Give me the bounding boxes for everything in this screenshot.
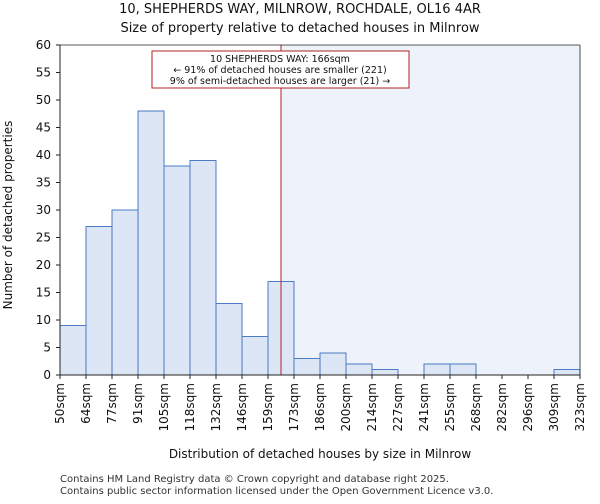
x-tick-label: 200sqm — [339, 383, 353, 431]
y-tick-label: 55 — [36, 66, 51, 80]
histogram-bar — [449, 363, 477, 376]
larger-region-shade — [281, 45, 580, 375]
x-tick-label: 241sqm — [417, 383, 431, 431]
annotation-line-3: 9% of semi-detached houses are larger (2… — [170, 76, 390, 87]
x-tick-label: 296sqm — [521, 383, 535, 431]
y-tick-label: 50 — [36, 93, 51, 107]
x-tick-label: 309sqm — [547, 383, 561, 431]
chart-title: 10, SHEPHERDS WAY, MILNROW, ROCHDALE, OL… — [119, 2, 481, 17]
histogram-bar — [241, 336, 269, 376]
y-tick-label: 45 — [36, 121, 51, 135]
x-tick-label: 323sqm — [573, 383, 587, 431]
histogram-bar — [293, 358, 321, 376]
histogram-bar — [59, 325, 87, 376]
x-tick-label: 282sqm — [495, 383, 509, 431]
y-tick-label: 40 — [36, 148, 51, 162]
y-axis-label: Number of detached properties — [1, 121, 15, 310]
histogram-bar — [85, 226, 113, 376]
chart-subtitle: Size of property relative to detached ho… — [120, 21, 479, 36]
y-tick-label: 25 — [36, 231, 51, 245]
x-tick-label: 64sqm — [79, 383, 93, 424]
x-tick-label: 118sqm — [183, 383, 197, 431]
x-tick-label: 77sqm — [105, 383, 119, 424]
x-tick-label: 132sqm — [209, 383, 223, 431]
y-tick-label: 30 — [36, 203, 51, 217]
x-tick-label: 214sqm — [365, 383, 379, 431]
y-tick-label: 15 — [36, 286, 51, 300]
histogram-bar — [319, 352, 347, 376]
y-tick-label: 5 — [43, 341, 51, 355]
x-tick-label: 173sqm — [287, 383, 301, 431]
y-tick-label: 0 — [43, 368, 51, 382]
y-tick-label: 20 — [36, 258, 51, 272]
y-tick-label: 35 — [36, 176, 51, 190]
x-tick-label: 227sqm — [391, 383, 405, 431]
histogram-bar — [163, 165, 191, 376]
histogram-bar — [371, 369, 399, 376]
histogram-bar — [137, 110, 165, 376]
annotation-box — [151, 50, 410, 89]
x-tick-label: 146sqm — [235, 383, 249, 431]
x-tick-label: 91sqm — [131, 383, 145, 424]
histogram-bar — [111, 209, 139, 376]
histogram-bar — [189, 160, 217, 376]
x-tick-label: 186sqm — [313, 383, 327, 431]
footer-line-2: Contains public sector information licen… — [60, 486, 493, 497]
y-tick-label: 10 — [36, 313, 51, 327]
footer-line-1: Contains HM Land Registry data © Crown c… — [60, 474, 449, 485]
x-tick-label: 159sqm — [261, 383, 275, 431]
x-tick-label: 268sqm — [469, 383, 483, 431]
histogram-bar — [553, 369, 581, 376]
annotation-line-1: 10 SHEPHERDS WAY: 166sqm — [210, 54, 350, 65]
histogram-bar — [423, 363, 451, 376]
x-tick-label: 105sqm — [157, 383, 171, 431]
y-tick-label: 60 — [36, 38, 51, 52]
x-tick-label: 255sqm — [443, 383, 457, 431]
annotation-line-2: ← 91% of detached houses are smaller (22… — [173, 65, 386, 76]
x-tick-label: 50sqm — [53, 383, 67, 424]
x-axis-label: Distribution of detached houses by size … — [169, 447, 472, 461]
histogram-bar — [215, 303, 243, 376]
histogram-bar — [345, 363, 373, 376]
